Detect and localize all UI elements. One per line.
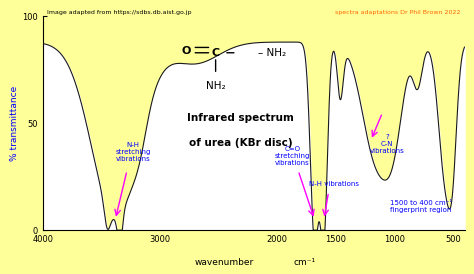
Text: NH₂: NH₂ — [206, 81, 226, 90]
Y-axis label: % transmittance: % transmittance — [10, 86, 19, 161]
Text: N-H vibrations: N-H vibrations — [310, 181, 359, 187]
Text: – NH₂: – NH₂ — [258, 48, 286, 58]
Text: 1500 to 400 cm⁻¹
fingerprint region: 1500 to 400 cm⁻¹ fingerprint region — [390, 200, 452, 213]
Text: wavenumber: wavenumber — [194, 258, 254, 267]
Text: N-H
stretching
vibrations: N-H stretching vibrations — [115, 142, 151, 162]
Text: cm⁻¹: cm⁻¹ — [293, 258, 315, 267]
Text: C: C — [211, 48, 219, 58]
Text: C=O
stretching
vibrations: C=O stretching vibrations — [274, 146, 310, 166]
Text: ?
C-N
vibrations: ? C-N vibrations — [370, 134, 404, 154]
Text: Image adapted from https://sdbs.db.aist.go.jp: Image adapted from https://sdbs.db.aist.… — [47, 10, 191, 15]
Text: Infrared spectrum: Infrared spectrum — [188, 113, 294, 122]
Text: spectra adaptations Dr Phil Brown 2022: spectra adaptations Dr Phil Brown 2022 — [335, 10, 460, 15]
Text: of urea (KBr disc): of urea (KBr disc) — [189, 138, 293, 148]
Text: O: O — [182, 46, 191, 56]
